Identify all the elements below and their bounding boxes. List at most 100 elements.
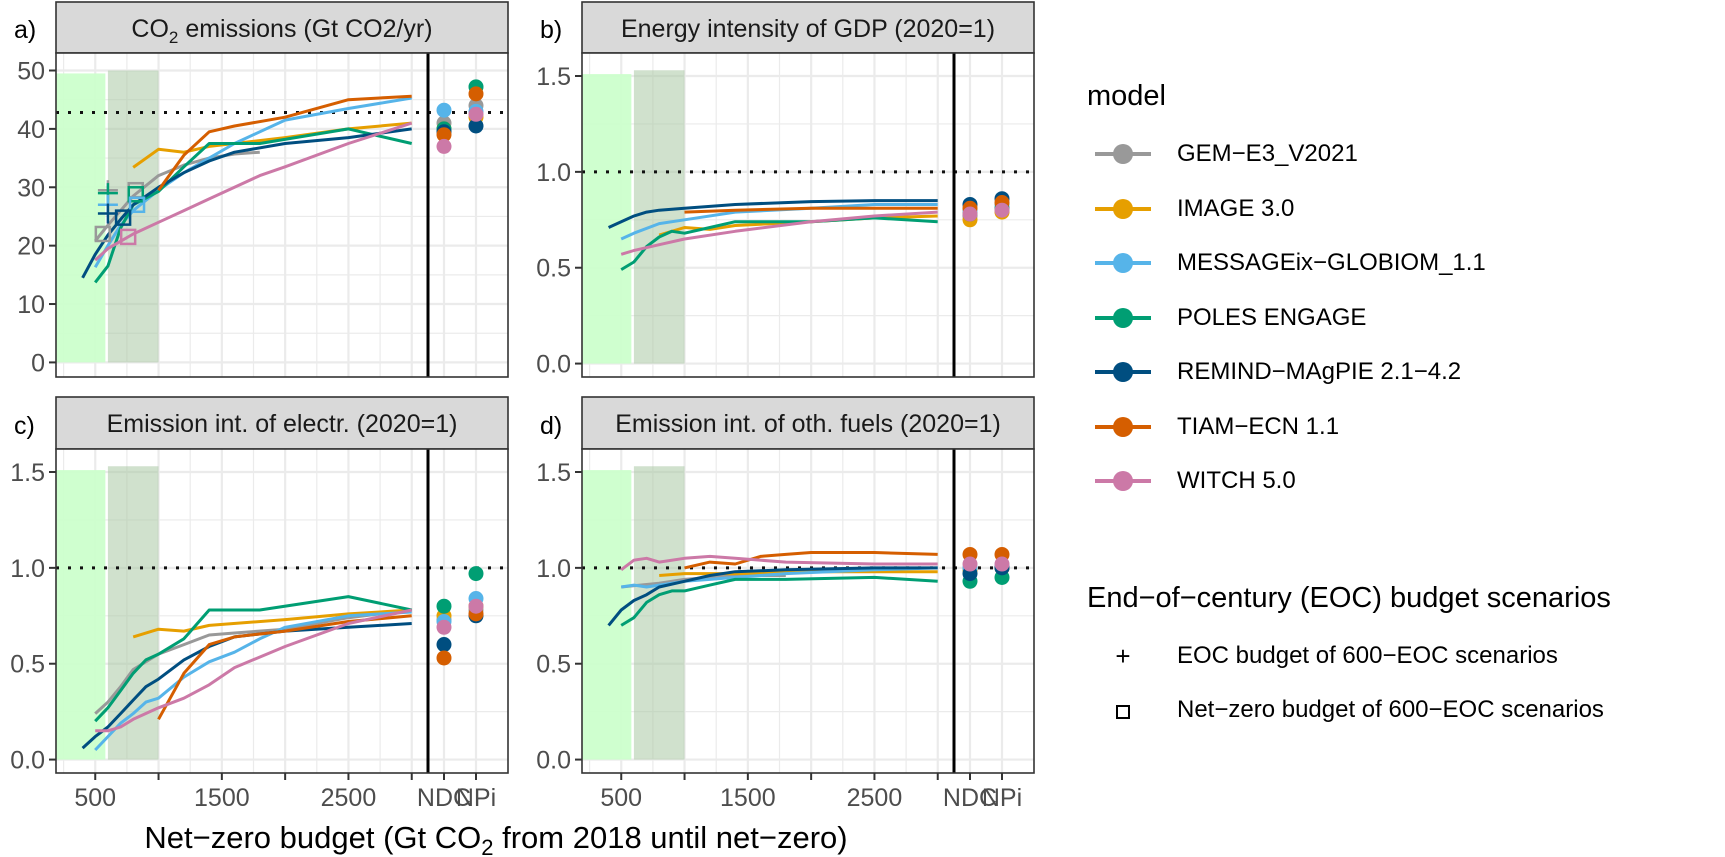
netzero-square-marker <box>114 209 132 226</box>
y-tick-label: 30 <box>17 174 45 202</box>
shaded-region-light <box>582 470 632 760</box>
facet-title: Emission int. of oth. fuels (2020=1) <box>615 410 1001 438</box>
x-tick-label: 500 <box>600 784 642 812</box>
netzero-square-marker <box>94 225 112 243</box>
panel-label: a) <box>14 16 36 44</box>
x-tick-label: 500 <box>74 784 116 812</box>
legend-label: EOC budget of 600−EOC scenarios <box>1177 642 1558 669</box>
y-tick-label: 1.0 <box>536 159 571 187</box>
facet-title-subscript: 2 <box>169 28 178 47</box>
netzero-square-marker <box>119 228 137 246</box>
x-tick-label: 1500 <box>194 784 250 812</box>
series-line <box>620 210 938 256</box>
series-line <box>132 608 412 639</box>
netzero-square-marker <box>127 186 145 203</box>
panel-a: a) CO2 emissions (Gt CO2/yr) 0 10 20 30 40 50 <box>14 1 509 378</box>
facet-title-main: Energy intensity of GDP (2020=1) <box>621 15 995 43</box>
x-tick-label: NDC <box>417 784 471 812</box>
legend-line-point-icon <box>1095 144 1151 165</box>
ndc-point <box>436 650 452 666</box>
panel-d: d) Emission int. of oth. fuels (2020=1) 0.… <box>536 396 1035 812</box>
legend-eoc-title: End−of−century (EOC) budget scenarios <box>1087 582 1611 614</box>
series-line <box>94 595 413 723</box>
y-tick-label: 1.5 <box>10 459 45 487</box>
legend-label: GEM−E3_V2021 <box>1177 140 1358 168</box>
series-line <box>607 566 938 627</box>
panel-border <box>55 448 509 774</box>
panel-label: c) <box>14 412 35 440</box>
ndc-point <box>962 206 978 222</box>
legend-model-title: model <box>1087 80 1166 112</box>
legend-line-point-icon <box>1095 307 1151 328</box>
series-line <box>157 94 412 192</box>
panel-border <box>581 448 1035 774</box>
series-line <box>659 570 938 577</box>
series-line <box>81 127 412 279</box>
npi-point <box>994 556 1010 572</box>
facet-strip <box>55 396 509 450</box>
facet-title-main: CO <box>131 15 169 43</box>
legend-item: WITCH 5.0 <box>1087 454 1486 509</box>
y-tick-label: 1.0 <box>10 555 45 583</box>
npi-point <box>468 106 484 122</box>
legend-item: REMIND−MAgPIE 2.1−4.2 <box>1087 345 1486 400</box>
shaded-region-light <box>56 73 106 363</box>
x-tick-label: NPi <box>456 784 496 812</box>
panel-label: b) <box>540 16 562 44</box>
ndc-point <box>436 598 452 614</box>
y-tick-label: 1.0 <box>536 555 571 583</box>
series-line <box>157 614 412 721</box>
facet-title-main: Emission int. of electr. (2020=1) <box>107 410 458 438</box>
series-line <box>94 608 412 715</box>
panel-border <box>581 52 1035 378</box>
series-line <box>95 608 413 733</box>
cross-icon: + <box>1115 640 1131 671</box>
legend-item: MESSAGEix−GLOBIOM_1.1 <box>1087 236 1486 291</box>
shaded-region-dark <box>633 466 685 760</box>
legend-model: model GEM−E3_V2021 IMAGE 3.0 MESSAGEix−GLO… <box>1087 80 1486 509</box>
series-line <box>620 566 938 589</box>
shaded-region-dark <box>107 466 159 760</box>
ndc-point <box>436 127 452 143</box>
legend-eoc: End−of−century (EOC) budget scenarios + … <box>1087 582 1611 737</box>
legend-line-point-icon <box>1095 198 1151 219</box>
legend-label: MESSAGEix−GLOBIOM_1.1 <box>1177 249 1486 277</box>
series-line <box>94 121 413 262</box>
panel-b: b) Energy intensity of GDP (2020=1) 0.0 0.5… <box>536 1 1035 379</box>
eoc-cross-marker <box>97 203 118 224</box>
y-tick-label: 0.5 <box>536 651 571 679</box>
legend-item: TIAM−ECN 1.1 <box>1087 400 1486 455</box>
x-tick-label: 1500 <box>720 784 776 812</box>
legend-item-netzero-budget: Net−zero budget of 600−EOC scenarios <box>1087 683 1611 737</box>
legend-item: GEM−E3_V2021 <box>1087 127 1486 182</box>
npi-point <box>468 118 484 134</box>
legend-item: IMAGE 3.0 <box>1087 182 1486 237</box>
ndc-point <box>436 637 452 653</box>
legend-line-point-icon <box>1095 253 1151 274</box>
square-icon <box>1095 695 1151 726</box>
legend-label: POLES ENGAGE <box>1177 303 1367 331</box>
panel-label: d) <box>540 412 562 440</box>
npi-point <box>468 86 484 102</box>
series-line <box>684 551 938 570</box>
legend-line-point-icon <box>1095 416 1151 437</box>
facet-title-rest: emissions (Gt CO2/yr) <box>178 15 432 43</box>
y-tick-label: 0.5 <box>536 255 571 283</box>
legend-label: REMIND−MAgPIE 2.1−4.2 <box>1177 358 1462 386</box>
series-line <box>607 199 938 229</box>
shaded-region-dark <box>633 70 685 364</box>
x-tick-label: NDC <box>943 784 997 812</box>
x-tick-label: NPi <box>982 784 1022 812</box>
legend-item-eoc-budget: + EOC budget of 600−EOC scenarios <box>1087 629 1611 683</box>
facet-title-main: Emission int. of oth. fuels (2020=1) <box>615 410 1001 438</box>
series-line <box>94 610 412 752</box>
npi-point <box>468 566 484 582</box>
legend-item: POLES ENGAGE <box>1087 291 1486 346</box>
series-line <box>620 575 938 627</box>
ndc-point <box>436 102 452 118</box>
series-line <box>620 554 938 571</box>
npi-point <box>468 598 484 614</box>
y-tick-label: 50 <box>17 58 45 86</box>
x-axis-title: Net−zero budget (Gt CO2 from 2018 until … <box>144 820 847 857</box>
